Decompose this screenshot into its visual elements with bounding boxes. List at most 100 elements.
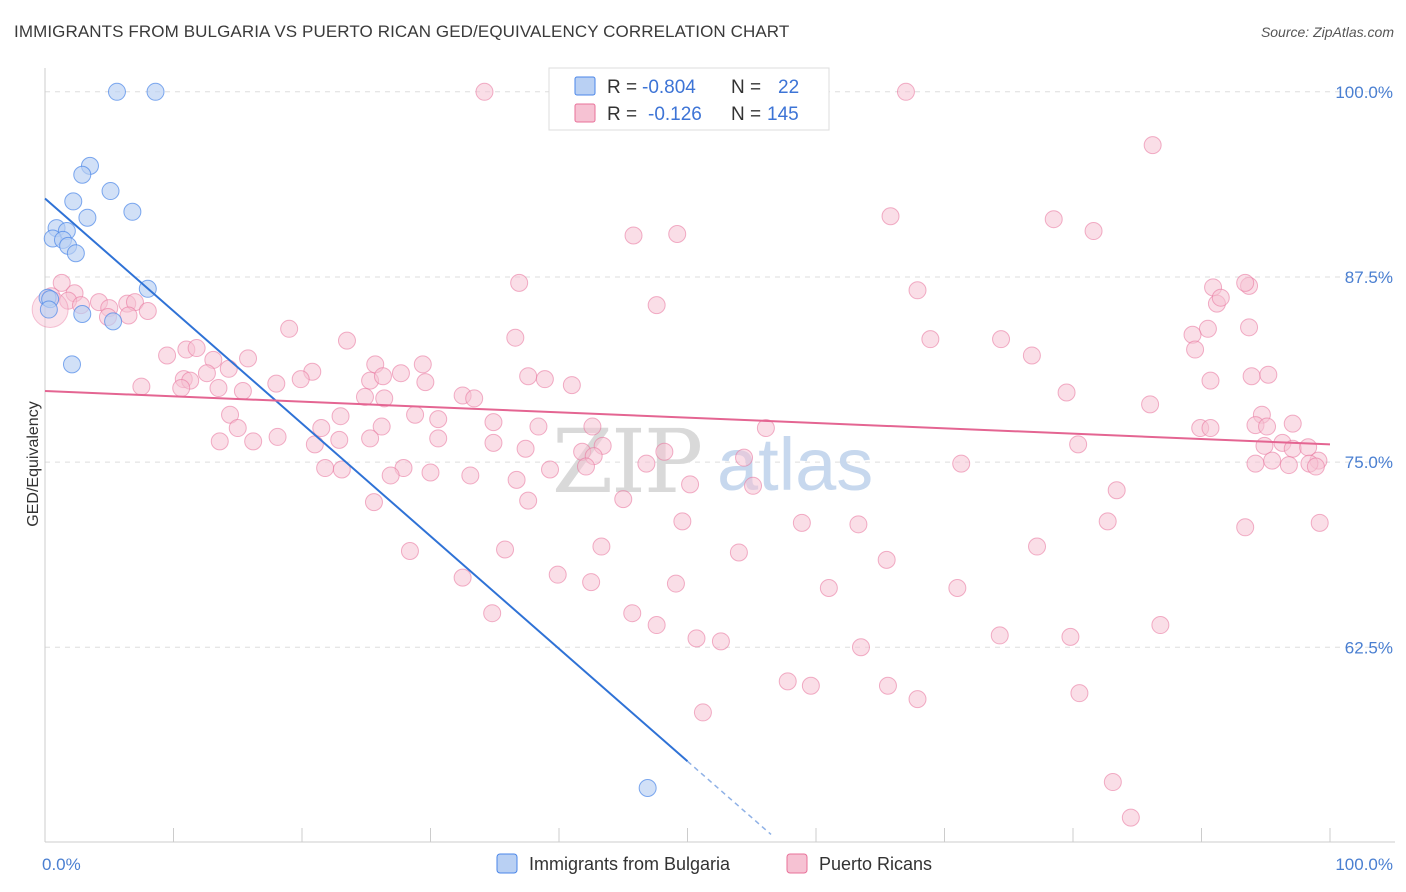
- puerto-rican-point: [406, 405, 425, 424]
- bulgaria-point: [146, 82, 165, 101]
- puerto-rican-point: [373, 367, 392, 386]
- puerto-rican-point: [1143, 136, 1162, 155]
- puerto-rican-point: [421, 463, 440, 482]
- puerto-rican-point: [921, 330, 940, 349]
- puerto-rican-point: [1283, 414, 1302, 433]
- puerto-rican-point: [510, 273, 529, 292]
- x-tick-label: 100.0%: [1335, 855, 1393, 874]
- puerto-rican-point: [1186, 340, 1205, 359]
- bulgaria-point: [123, 202, 142, 221]
- puerto-rican-point: [337, 331, 356, 350]
- puerto-rican-point: [330, 430, 349, 449]
- puerto-rican-point: [1121, 808, 1140, 827]
- bulgaria-point: [78, 208, 97, 227]
- puerto-rican-point: [623, 604, 642, 623]
- puerto-rican-point: [291, 370, 310, 389]
- puerto-rican-point: [516, 439, 535, 458]
- source-label: Source: ZipAtlas.com: [1260, 24, 1394, 40]
- bulgaria-point: [638, 778, 657, 797]
- puerto-rican-point: [1255, 436, 1274, 455]
- bulgaria-point: [101, 182, 120, 201]
- puerto-rican-point: [1084, 222, 1103, 241]
- bulgaria-point: [39, 300, 58, 319]
- puerto-rican-point: [483, 604, 502, 623]
- puerto-rican-point: [52, 273, 71, 292]
- axes: [44, 68, 1395, 843]
- puerto-rican-point: [210, 432, 229, 451]
- puerto-rican-point: [119, 306, 138, 325]
- puerto-rican-point: [1211, 288, 1230, 307]
- watermark: ZIP atlas: [552, 410, 873, 513]
- puerto-rican-point: [496, 540, 515, 559]
- puerto-rican-point: [519, 491, 538, 510]
- legend-swatch-pink: [574, 103, 596, 123]
- puerto-rican-point: [1236, 518, 1255, 537]
- puerto-rican-point: [851, 638, 870, 657]
- puerto-rican-point: [355, 387, 374, 406]
- puerto-rican-point: [801, 676, 820, 695]
- puerto-rican-point: [391, 364, 410, 383]
- bulgaria-point: [104, 312, 123, 331]
- puerto-rican-point: [305, 435, 324, 454]
- puerto-rican-point: [331, 407, 350, 426]
- series-legend-label-pink: Puerto Ricans: [819, 854, 932, 874]
- puerto-rican-point: [239, 349, 258, 368]
- series-legend: Immigrants from Bulgaria Puerto Ricans: [496, 853, 932, 874]
- puerto-rican-point: [1306, 457, 1325, 476]
- puerto-rican-point: [429, 429, 448, 448]
- puerto-rican-point: [453, 568, 472, 587]
- puerto-rican-point: [461, 466, 480, 485]
- puerto-rican-point: [896, 82, 915, 101]
- puerto-rican-point: [673, 512, 692, 531]
- puerto-rican-point: [197, 364, 216, 383]
- puerto-rican-point: [655, 442, 674, 461]
- series-puerto-ricans: [31, 82, 1329, 827]
- puerto-rican-point: [361, 429, 380, 448]
- puerto-rican-point: [465, 389, 484, 408]
- puerto-rican-point: [878, 676, 897, 695]
- puerto-rican-point: [849, 515, 868, 534]
- y-tick-label: 87.5%: [1345, 268, 1393, 287]
- puerto-rican-point: [209, 379, 228, 398]
- puerto-rican-point: [908, 281, 927, 300]
- puerto-rican-point: [416, 373, 435, 392]
- puerto-rican-point: [592, 537, 611, 556]
- puerto-rican-point: [484, 433, 503, 452]
- puerto-rican-point: [1259, 365, 1278, 384]
- puerto-rican-point: [666, 574, 685, 593]
- bulgaria-point: [64, 192, 83, 211]
- puerto-rican-point: [576, 457, 595, 476]
- series-legend-swatch-pink: [786, 853, 808, 874]
- puerto-rican-point: [364, 493, 383, 512]
- puerto-rican-point: [1069, 435, 1088, 454]
- puerto-rican-point: [562, 376, 581, 395]
- stats-legend: R = -0.804 N = 22 R = -0.126 N = 145: [548, 67, 830, 131]
- puerto-rican-point: [735, 448, 754, 467]
- puerto-rican-point: [138, 302, 157, 321]
- puerto-rican-point: [1236, 273, 1255, 292]
- puerto-rican-point: [267, 374, 286, 393]
- legend-n-label-2: N =: [731, 104, 761, 125]
- bulgaria-point: [62, 355, 81, 374]
- puerto-rican-point: [583, 417, 602, 436]
- puerto-rican-point: [1044, 210, 1063, 229]
- bulgaria-point: [73, 165, 92, 184]
- legend-n-value-2: 145: [767, 104, 799, 125]
- puerto-rican-point: [228, 419, 247, 438]
- puerto-rican-point: [268, 427, 287, 446]
- puerto-rican-point: [413, 355, 432, 374]
- puerto-rican-point: [1201, 371, 1220, 390]
- puerto-rican-point: [1098, 512, 1117, 531]
- bulgaria-point: [73, 304, 92, 323]
- puerto-rican-point: [778, 672, 797, 691]
- legend-n-value-1: 22: [778, 77, 799, 98]
- puerto-rican-point: [711, 632, 730, 651]
- puerto-rican-point: [1198, 319, 1217, 338]
- stats-legend-box: [548, 67, 830, 131]
- puerto-rican-point: [681, 475, 700, 494]
- puerto-rican-point: [992, 330, 1011, 349]
- puerto-rican-point: [881, 207, 900, 226]
- puerto-rican-point: [372, 417, 391, 436]
- puerto-rican-point: [952, 454, 971, 473]
- puerto-rican-point: [729, 543, 748, 562]
